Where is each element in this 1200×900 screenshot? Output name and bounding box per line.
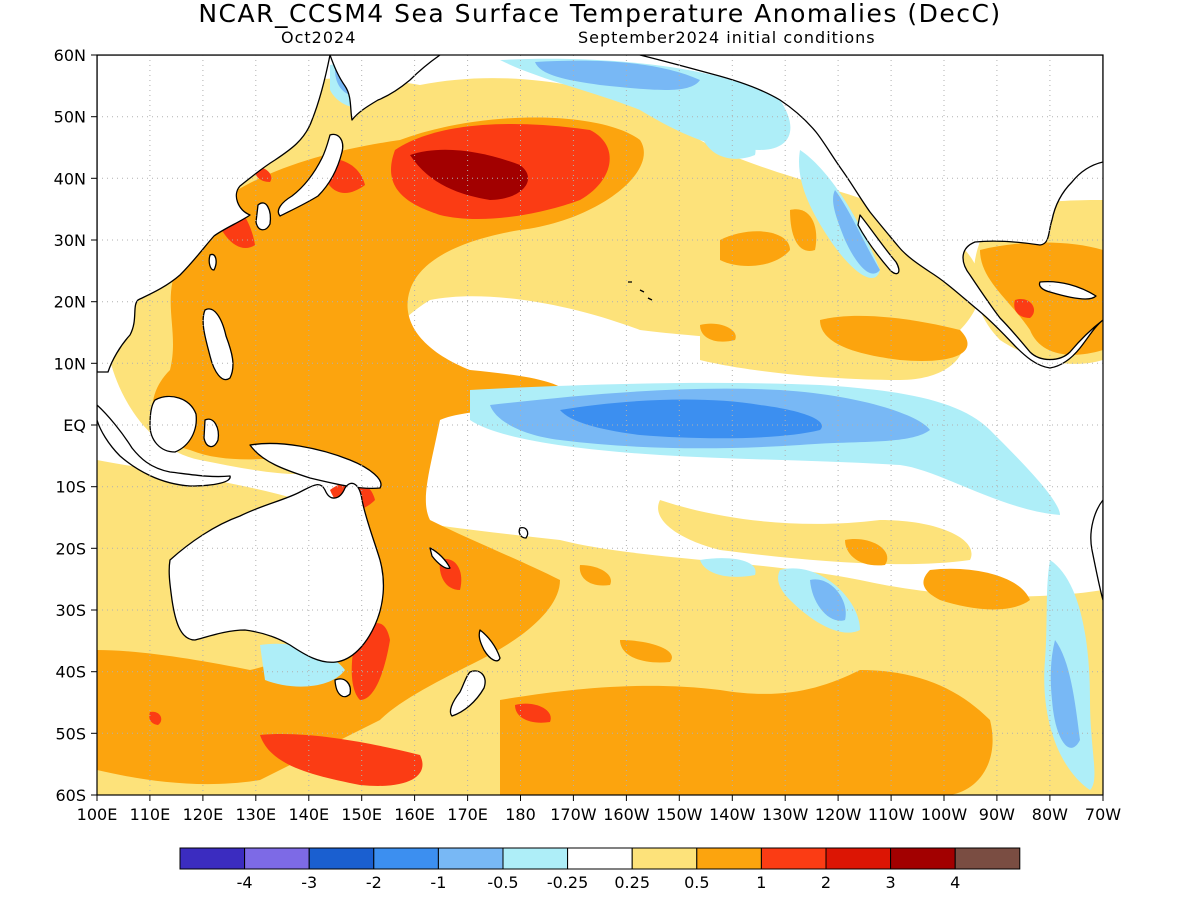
lon-label-140e: 140E [288,805,329,824]
continent-outlines [97,55,1103,717]
lon-label-70w: 70W [1085,805,1121,824]
colorbar-swatch-4 [437,847,504,870]
colorbar-swatch-7 [631,847,698,870]
colorbar-label: 1 [756,873,766,892]
lon-label-110w: 110W [868,805,915,824]
colorbar-label: 2 [821,873,831,892]
cuba-coastline [1038,280,1097,300]
colorbar-label: -0.5 [487,873,518,892]
kamchatka-coastline [329,55,441,121]
anomaly-region-neg-1 [560,399,822,439]
colorbar-swatch-11 [890,847,956,870]
map-title: NCAR_CCSM4 Sea Surface Temperature Anoma… [198,0,1002,28]
colorbar-label: -4 [237,873,253,892]
lon-label-120e: 120E [183,805,224,824]
australia-coastline [168,482,385,663]
lat-label-40n: 40N [54,169,86,188]
lon-label-110e: 110E [130,805,171,824]
sumatra-java-coastline [97,404,231,487]
forecast-month: Oct2024 [281,28,357,47]
colorbar-swatch-6 [567,847,633,870]
lon-label-100e: 100E [77,805,118,824]
new-zealand-south-coastline [449,670,486,717]
new-caledonia-coastline [429,547,451,570]
asia-coastline [97,55,331,373]
lon-label-90w: 90W [979,805,1015,824]
lat-label-60s: 60S [55,786,86,805]
lon-label-160e: 160E [394,805,435,824]
colorbar-label: -2 [366,873,382,892]
lat-label-10n: 10N [54,354,86,373]
lat-label-50s: 50S [55,724,86,743]
colorbar-label: -3 [301,873,317,892]
south-america-coastline [1090,499,1103,601]
lon-label-160w: 160W [603,805,650,824]
lon-label-150w: 150W [656,805,703,824]
colorbar-swatch-0 [179,847,246,870]
colorbar-label: 0.5 [684,873,709,892]
lon-label-150e: 150E [341,805,382,824]
colorbar-legend: -4 -3 -2 -1 -0.5 -0.25 0.25 0.5 1 2 3 4 [179,847,1021,892]
colorbar-label: 3 [886,873,896,892]
colorbar-swatch-5 [502,847,569,870]
colorbar-swatch-10 [825,847,892,870]
lon-label-80w: 80W [1032,805,1068,824]
lon-label-120w: 120W [815,805,862,824]
new-guinea-coastline [249,442,382,490]
lat-label-50n: 50N [54,108,86,127]
latitude-axis: 60N 50N 40N 30N 20N 10N EQ 10S 20S 30S 4… [54,46,97,805]
north-america-coastline [639,55,1103,369]
colorbar-label: -0.25 [547,873,588,892]
colorbar-label: 0.25 [614,873,650,892]
borneo-coastline [149,395,197,453]
lon-label-130e: 130E [235,805,276,824]
baja-california-coastline [857,214,900,275]
colorbar-label: -1 [430,873,446,892]
colorbar-swatch-3 [373,847,439,870]
lon-label-180: 180 [505,805,536,824]
lat-label-20n: 20N [54,293,86,312]
colorbar-swatch-8 [696,847,762,870]
fiji-islands [518,526,529,539]
tasmania-coastline [334,678,351,698]
new-zealand-north-coastline [478,629,501,662]
lat-label-20s: 20S [55,539,86,558]
lat-label-30s: 30S [55,601,86,620]
japan-coastline [277,133,344,217]
lat-label-eq: EQ [63,416,86,435]
sulawesi-coastline [203,418,220,448]
graticule [97,55,1103,795]
colorbar-label: 4 [950,873,960,892]
philippines-coastline [202,308,234,381]
lat-label-60n: 60N [54,46,86,65]
colorbar-swatch-2 [308,847,375,870]
lat-label-10s: 10S [55,478,86,497]
lat-label-40s: 40S [55,663,86,682]
lon-label-100w: 100W [921,805,968,824]
longitude-axis: 100E 110E 120E 130E 140E 150E 160E 170E … [77,795,1121,824]
korea-coastline [255,202,272,231]
colorbar-swatch-1 [244,847,310,870]
lat-label-30n: 30N [54,231,86,250]
colorbar-swatch-9 [760,847,827,870]
lon-label-170w: 170W [550,805,597,824]
taiwan-coastline [208,253,217,271]
hawaii-islands [628,281,653,301]
lon-label-170e: 170E [447,805,488,824]
anomaly-region-3 [410,149,529,200]
map-plot-area [97,55,1103,795]
colorbar-swatch-12 [954,847,1021,870]
lon-label-130w: 130W [762,805,809,824]
initial-conditions-label: September2024 initial conditions [578,28,876,47]
lon-label-140w: 140W [709,805,756,824]
